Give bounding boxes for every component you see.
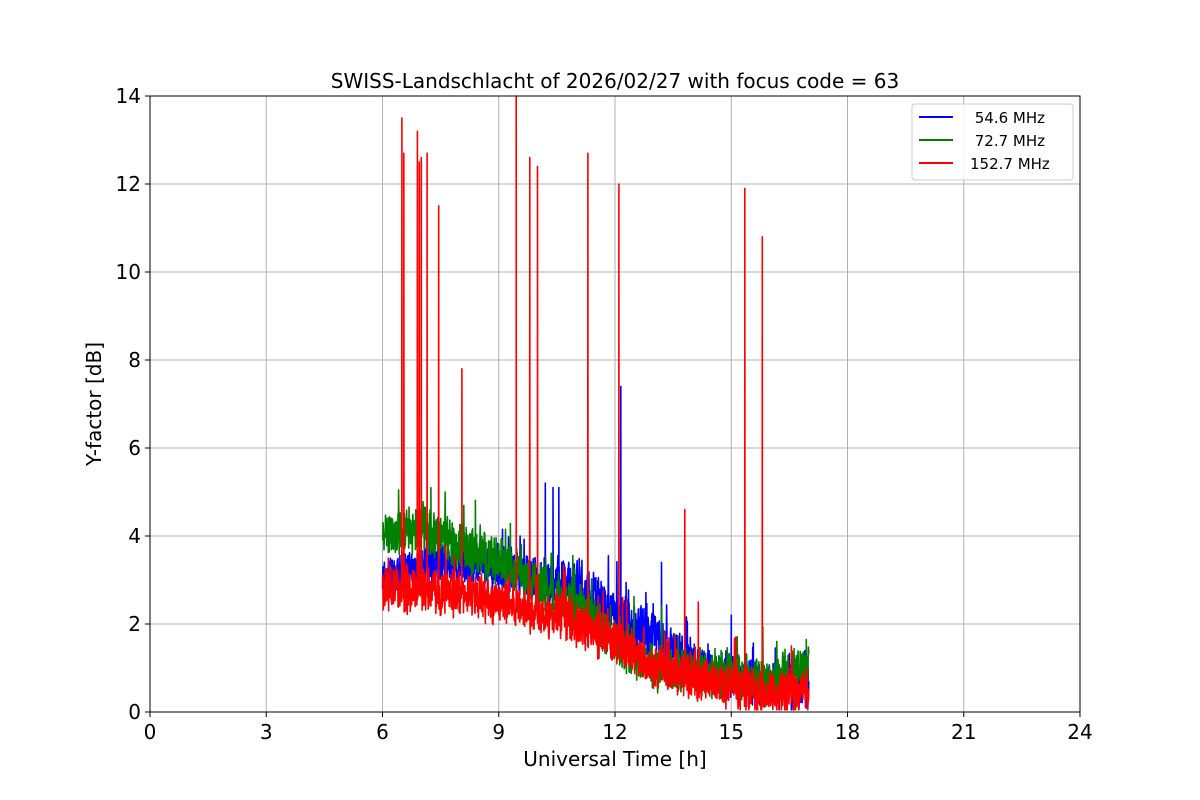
legend-label-152-7: 152.7 MHz <box>970 155 1050 173</box>
y-tick-label: 8 <box>128 348 141 372</box>
y-tick-label: 12 <box>116 172 141 196</box>
x-tick-label: 24 <box>1067 720 1092 744</box>
series-line-152-7-mhz <box>381 95 810 711</box>
legend-label-72-7: 72.7 MHz <box>970 132 1045 150</box>
legend-label-54-6: 54.6 MHz <box>970 109 1045 127</box>
y-tick-label: 2 <box>128 612 141 636</box>
y-axis-label: Y-factor [dB] <box>82 342 106 467</box>
x-tick-label: 0 <box>144 720 157 744</box>
y-tick-label: 14 <box>116 84 141 108</box>
y-tick-label: 0 <box>128 700 141 724</box>
x-tick-label: 12 <box>602 720 627 744</box>
x-tick-label: 3 <box>260 720 273 744</box>
legend: 54.6 MHz 72.7 MHz 152.7 MHz <box>911 103 1074 181</box>
series-group <box>381 95 810 711</box>
chart-title: SWISS-Landschlacht of 2026/02/27 with fo… <box>331 69 899 93</box>
x-tick-label: 18 <box>835 720 860 744</box>
y-tick-label: 10 <box>116 260 141 284</box>
series-line-72-7-mhz <box>381 486 810 708</box>
x-axis-label: Universal Time [h] <box>523 747 706 771</box>
y-tick-label: 6 <box>128 436 141 460</box>
x-tick-label: 9 <box>492 720 505 744</box>
x-tick-label: 15 <box>719 720 744 744</box>
x-tick-label: 6 <box>376 720 389 744</box>
legend-box <box>911 103 1074 181</box>
y-tick-label: 4 <box>128 524 141 548</box>
x-tick-label: 21 <box>951 720 976 744</box>
